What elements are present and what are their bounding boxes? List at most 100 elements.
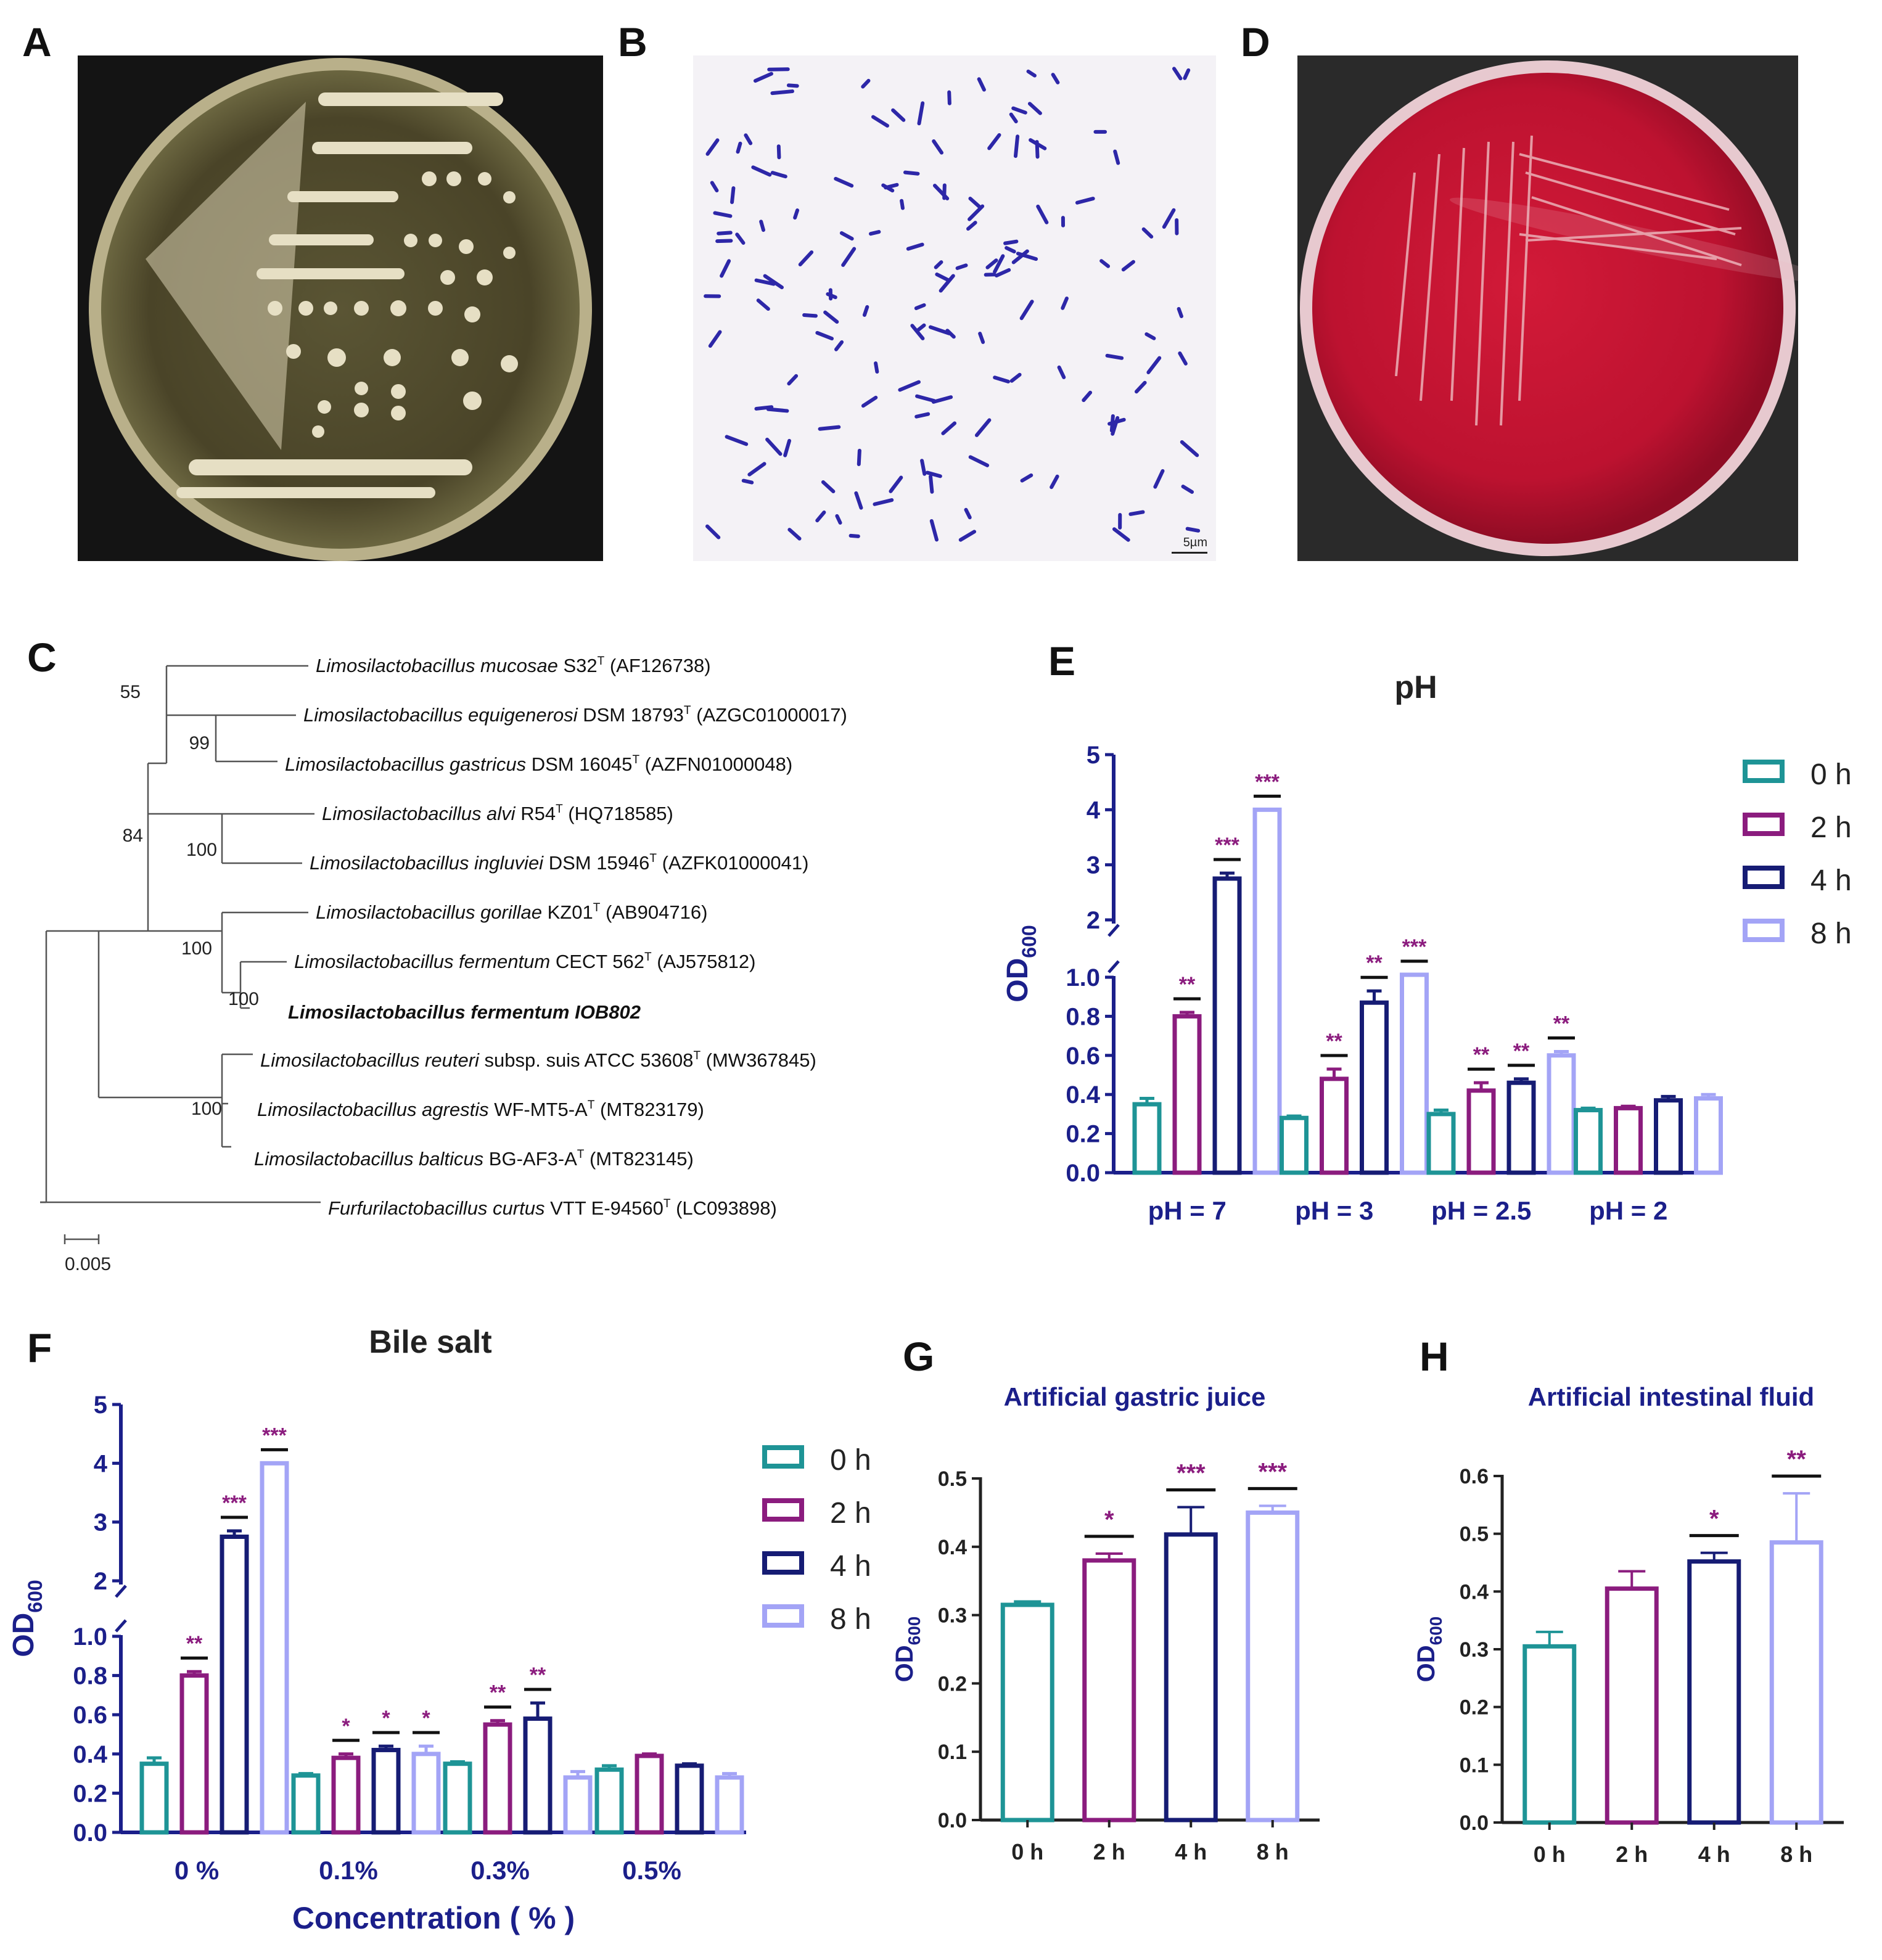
bacterial-rod <box>1009 372 1022 383</box>
bacterial-rod <box>1075 197 1095 205</box>
panel-label-c: C <box>27 634 57 680</box>
significance-marker: ** <box>1366 951 1383 975</box>
y-tick-label: 0.5 <box>1460 1523 1489 1546</box>
bacterial-rod <box>765 437 783 456</box>
bacterial-rod <box>1177 306 1183 318</box>
bacterial-rod <box>947 90 951 105</box>
panel-label-d: D <box>1241 19 1270 65</box>
bacterial-rod <box>916 323 926 332</box>
legend-label: 0 h <box>830 1444 871 1477</box>
bacterial-rod <box>1016 252 1038 261</box>
chart-f-bile-salt: Bile salt OD600 0.0 0.2 0.4 0.6 0.8 1.0 2 3 4 5 0 % *… <box>7 1324 871 1935</box>
bacterial-rod <box>815 330 834 341</box>
bar <box>1400 972 1429 1175</box>
y-tick-label: 0.8 <box>73 1663 107 1690</box>
photo-agar-plate <box>78 55 603 561</box>
x-tick-label: 8 h <box>1780 1842 1812 1867</box>
panel-label-a: A <box>22 19 52 65</box>
bacterial-rod <box>770 171 787 179</box>
bar <box>220 1535 249 1835</box>
bar <box>1280 1115 1309 1175</box>
x-axis-label: Concentration ( % ) <box>292 1901 575 1935</box>
y-tick-label: 2 <box>94 1568 107 1595</box>
taxon-label: Limosilactobacillus agrestis WF-MT5-AT (… <box>257 1099 704 1120</box>
bacterial-rod <box>834 176 854 188</box>
x-tick-label: 0 % <box>175 1856 219 1885</box>
bar <box>483 1722 512 1835</box>
bacterial-rod <box>802 313 818 318</box>
legend-label: 2 h <box>830 1497 871 1530</box>
bacterial-rod <box>1099 259 1111 268</box>
bacterial-rod <box>1180 440 1199 457</box>
bar <box>635 1753 664 1835</box>
panel-label-g: G <box>903 1334 935 1379</box>
chart-title: Artificial gastric juice <box>1004 1382 1266 1411</box>
y-tick-label: 0.6 <box>1066 1043 1100 1070</box>
bacterial-rod <box>861 395 878 408</box>
bacterial-rod <box>736 141 742 154</box>
bacterial-rod <box>787 528 802 541</box>
y-axis-label: OD600 <box>7 1580 46 1657</box>
bacterial-rod <box>910 324 925 340</box>
taxon-label: Furfurilactobacillus curtus VTT E-94560T… <box>328 1197 777 1219</box>
axis-break-mark <box>115 1619 127 1633</box>
y-tick-label: 3 <box>1087 852 1100 879</box>
bacterial-rod <box>968 204 985 221</box>
y-tick-label: 0.2 <box>1066 1121 1100 1148</box>
y-axis-label: OD600 <box>1001 925 1040 1002</box>
bacterial-rod <box>862 305 869 317</box>
bacterial-rod <box>891 108 906 122</box>
bacterial-rod <box>1082 390 1093 403</box>
bacterial-rod <box>841 247 857 267</box>
bar <box>291 1773 321 1835</box>
bacterial-rod <box>881 183 895 193</box>
y-tick-label: 4 <box>94 1450 108 1477</box>
bacterial-rod <box>928 325 951 335</box>
legend-label: 8 h <box>1810 917 1852 950</box>
bar <box>1547 1053 1576 1175</box>
legend-label: 4 h <box>830 1550 871 1583</box>
y-tick-label: 0.8 <box>1066 1003 1100 1030</box>
bacterial-rod <box>857 448 861 466</box>
significance-marker: ** <box>1179 973 1196 996</box>
x-tick-label: pH = 3 <box>1295 1196 1373 1225</box>
bacterial-rod <box>835 514 842 525</box>
y-tick-label: 0.3 <box>1460 1638 1489 1662</box>
bar <box>1000 1602 1054 1823</box>
bacterial-rod <box>815 511 826 523</box>
bootstrap-84: 84 <box>123 826 143 846</box>
bacterial-rod <box>763 274 784 290</box>
bar <box>1466 1088 1496 1175</box>
bacterial-rod <box>920 459 927 476</box>
bacterial-rod <box>898 380 921 392</box>
x-tick-label: pH = 2 <box>1589 1196 1667 1225</box>
y-tick-label: 2 <box>1087 907 1100 934</box>
x-tick-label: 0 h <box>1534 1842 1566 1867</box>
bar <box>1426 1112 1456 1175</box>
y-tick-label: 0.2 <box>73 1780 107 1807</box>
bacterial-rod <box>931 395 953 404</box>
legend-swatch <box>762 1445 804 1469</box>
bacterial-rod <box>741 478 754 485</box>
bootstrap-100-d: 100 <box>191 1099 222 1119</box>
bacterial-rod <box>770 89 794 96</box>
phylogenetic-tree: Limosilactobacillus mucosae S32T (AF1267… <box>40 655 847 1274</box>
chart-title: Bile salt <box>369 1324 491 1360</box>
taxon-label: Limosilactobacillus gorillae KZ01T (AB90… <box>316 901 707 923</box>
y-tick-label: 0.0 <box>938 1809 967 1832</box>
bacterial-rod <box>917 101 925 126</box>
bacterial-rod <box>914 303 926 310</box>
bacterial-rod <box>915 394 936 403</box>
bacterial-rod <box>754 405 774 411</box>
y-tick-label: 0.2 <box>938 1672 967 1696</box>
bar <box>443 1761 472 1835</box>
bacterial-rod <box>751 165 772 177</box>
bacterial-rod <box>874 361 879 374</box>
bacterial-rod <box>1178 351 1188 366</box>
bar <box>1164 1532 1218 1823</box>
y-axis-label: OD600 <box>891 1617 924 1683</box>
chart-h-intestinal-fluid: Artificial intestinal fluid OD600 0.0 0.1 0.… <box>1413 1382 1844 1867</box>
legend-label: 8 h <box>830 1603 871 1636</box>
bacterial-rod <box>987 133 1001 150</box>
bar <box>1252 807 1282 1175</box>
